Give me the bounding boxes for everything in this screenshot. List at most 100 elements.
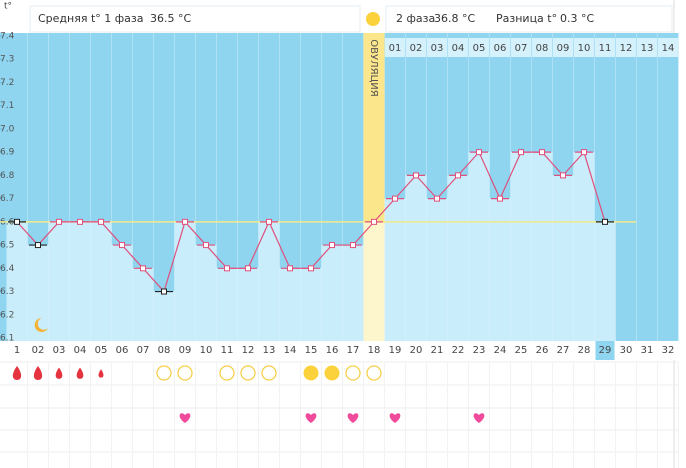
x-tick-label: 20 bbox=[410, 345, 423, 356]
x-tick-label: 09 bbox=[179, 345, 192, 356]
point bbox=[266, 218, 272, 225]
bar bbox=[69, 221, 91, 341]
phase1-value: 36.5 °C bbox=[150, 12, 191, 25]
x-tick-label: 24 bbox=[494, 345, 507, 356]
point bbox=[413, 172, 419, 179]
bar bbox=[258, 221, 280, 341]
phase2-cell bbox=[658, 38, 678, 57]
point bbox=[350, 242, 356, 249]
x-tick-label: 03 bbox=[53, 345, 66, 356]
phase2-cell bbox=[427, 38, 447, 57]
y-tick-label: 6.3 bbox=[0, 287, 14, 297]
bar bbox=[426, 198, 448, 341]
moon-icon bbox=[34, 317, 48, 332]
point bbox=[518, 149, 524, 156]
bar bbox=[531, 152, 553, 341]
phase2-day: 12 bbox=[620, 43, 633, 54]
x-tick-label: 04 bbox=[74, 345, 87, 356]
heart bbox=[389, 413, 401, 423]
y-tick-label: 6.2 bbox=[0, 310, 14, 320]
y-tick-label: 7.3 bbox=[0, 55, 14, 65]
x-tick-label: 17 bbox=[347, 345, 360, 356]
x-tick-label: 18 bbox=[368, 345, 381, 356]
bar bbox=[384, 198, 406, 341]
bar bbox=[300, 268, 322, 341]
phase2-cell bbox=[637, 38, 657, 57]
x-tick-label: 15 bbox=[305, 345, 318, 356]
x-tick-label: 13 bbox=[263, 345, 276, 356]
mucus-filled bbox=[303, 365, 319, 381]
phase2-label: 2 фаза bbox=[396, 12, 435, 25]
x-row bbox=[0, 341, 679, 360]
point bbox=[539, 149, 545, 156]
point bbox=[77, 218, 83, 225]
phase1-box bbox=[29, 5, 361, 33]
y-tick-label: 7.2 bbox=[0, 78, 14, 88]
mucus-circle bbox=[261, 365, 277, 381]
y-tick-label: 6.5 bbox=[0, 241, 14, 251]
y-tick-label: 7.1 bbox=[0, 101, 14, 111]
phase2-day: 01 bbox=[389, 43, 402, 54]
y-tick-label: 6.1 bbox=[0, 334, 14, 344]
phase2-day: 09 bbox=[557, 43, 570, 54]
phase2-cell bbox=[490, 38, 510, 57]
heart bbox=[473, 413, 485, 423]
x-tick-label: 25 bbox=[515, 345, 528, 356]
heart bbox=[179, 413, 191, 423]
phase2-cell bbox=[448, 38, 468, 57]
point bbox=[140, 265, 146, 272]
highlight-day bbox=[595, 341, 615, 360]
phase2-day: 02 bbox=[410, 43, 423, 54]
bar bbox=[153, 291, 175, 341]
phase2-day: 03 bbox=[431, 43, 444, 54]
bar bbox=[363, 221, 385, 341]
phase2-cell bbox=[469, 38, 489, 57]
bar bbox=[27, 245, 49, 341]
x-tick-label: 1 bbox=[14, 345, 20, 356]
phase2-day: 10 bbox=[578, 43, 591, 54]
y-tick-label: 6.7 bbox=[0, 194, 14, 204]
phase2-cell bbox=[574, 38, 594, 57]
sun-icon bbox=[366, 12, 380, 26]
x-tick-label: 30 bbox=[620, 345, 633, 356]
phase2-cell bbox=[511, 38, 531, 57]
point bbox=[14, 218, 20, 225]
bar bbox=[216, 268, 238, 341]
axis-unit: t° bbox=[4, 2, 12, 12]
mucus-filled bbox=[324, 365, 340, 381]
phase2-cell bbox=[385, 38, 405, 57]
phase2-day: 14 bbox=[662, 43, 675, 54]
bar bbox=[468, 152, 490, 341]
mucus-circle bbox=[219, 365, 235, 381]
x-tick-label: 28 bbox=[578, 345, 591, 356]
phase2-day: 13 bbox=[641, 43, 654, 54]
phase2-value: 36.8 °C bbox=[434, 12, 475, 25]
bleeding-drop bbox=[98, 369, 104, 378]
point bbox=[203, 242, 209, 249]
bar bbox=[573, 152, 595, 341]
phase2-day: 07 bbox=[515, 43, 528, 54]
x-tick-label: 26 bbox=[536, 345, 549, 356]
phase2-cell bbox=[616, 38, 636, 57]
bleeding-drop bbox=[76, 367, 84, 379]
x-tick-label: 07 bbox=[137, 345, 150, 356]
x-tick-label: 06 bbox=[116, 345, 129, 356]
x-tick-label: 19 bbox=[389, 345, 402, 356]
point bbox=[287, 265, 293, 272]
bleeding-drop bbox=[55, 367, 63, 379]
point bbox=[392, 195, 398, 202]
phase1-label: Средняя t° 1 фаза bbox=[38, 12, 144, 25]
point bbox=[581, 149, 587, 156]
diff-label: Разница t° bbox=[496, 12, 557, 25]
bar bbox=[174, 221, 196, 341]
bar bbox=[90, 221, 112, 341]
heart bbox=[305, 413, 317, 423]
bleeding-drop bbox=[33, 366, 43, 380]
point bbox=[497, 195, 503, 202]
phase2-day: 05 bbox=[473, 43, 486, 54]
mucus-circle bbox=[240, 365, 256, 381]
bar bbox=[510, 152, 532, 341]
x-tick-label: 14 bbox=[284, 345, 297, 356]
bar bbox=[6, 221, 28, 341]
